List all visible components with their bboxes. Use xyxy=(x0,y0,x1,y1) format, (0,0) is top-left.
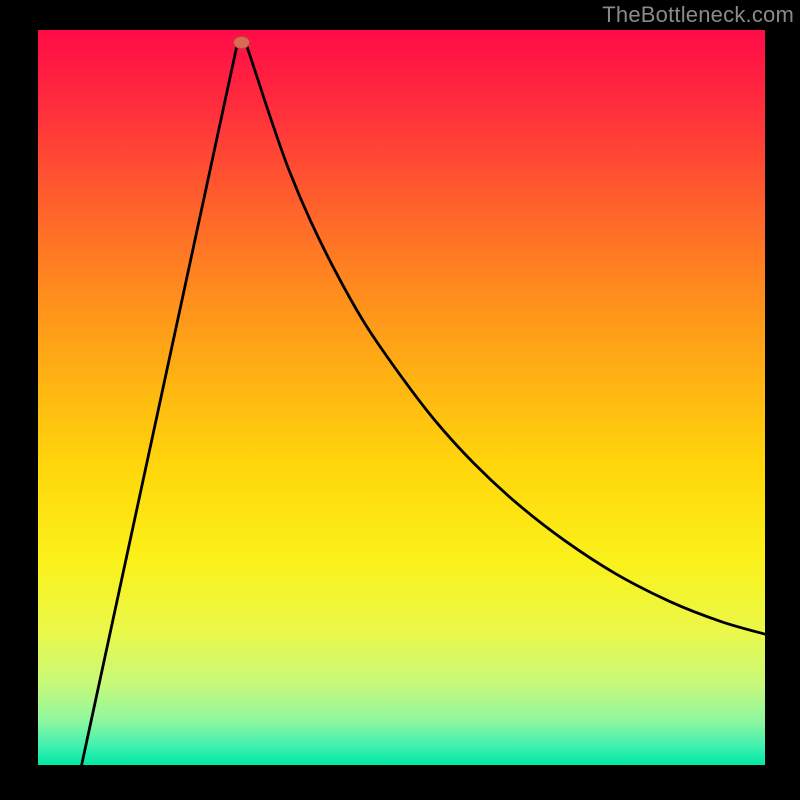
watermark-text: TheBottleneck.com xyxy=(602,2,794,28)
curve-right-branch xyxy=(245,41,765,634)
chart-container: TheBottleneck.com xyxy=(0,0,800,800)
curve-left-branch xyxy=(82,41,238,765)
curve-layer xyxy=(38,30,765,765)
plot-area xyxy=(38,30,765,765)
minimum-marker xyxy=(234,36,250,48)
